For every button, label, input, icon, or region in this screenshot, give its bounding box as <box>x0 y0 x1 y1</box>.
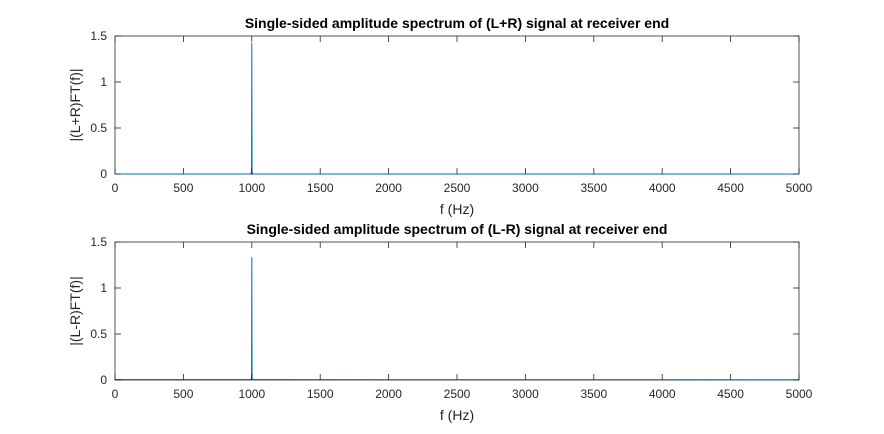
x-axis-label: f (Hz) <box>440 407 474 423</box>
chart-title: Single-sided amplitude spectrum of (L+R)… <box>245 15 669 31</box>
x-tick-label: 3000 <box>512 387 539 401</box>
x-tick-label: 2500 <box>444 387 471 401</box>
y-tick-label: 0 <box>100 167 107 181</box>
x-tick-label: 0 <box>112 181 119 195</box>
x-tick-label: 2500 <box>444 181 471 195</box>
x-axis-label: f (Hz) <box>440 201 474 217</box>
axes-box <box>114 35 800 175</box>
y-tick-label: 0.5 <box>90 121 107 135</box>
spectrum-line <box>115 42 799 175</box>
x-tick-label: 3000 <box>512 181 539 195</box>
subplot-2: 0 500 1000 1500 2000 2500 3000 3500 4000 4500 5000… <box>67 221 813 423</box>
axes-box <box>114 241 800 381</box>
x-tick-label: 1000 <box>238 387 265 401</box>
y-axis-label: |(L-R)FT(f)| <box>67 276 83 345</box>
y-tick-label: 1 <box>100 281 107 295</box>
x-tick-label: 3500 <box>580 181 607 195</box>
x-tick-label: 4000 <box>649 181 676 195</box>
subplot-1: 0 500 1000 1500 2000 2500 3000 3500 4000 4500 5000… <box>67 15 813 217</box>
x-tick-label: 500 <box>173 181 193 195</box>
x-tick-label: 2000 <box>375 181 402 195</box>
y-tick-label: 0.5 <box>90 327 107 341</box>
x-tick-label: 1500 <box>307 181 334 195</box>
y-axis-label: |(L+R)FT(f)| <box>67 69 83 142</box>
x-tick-label: 4500 <box>717 387 744 401</box>
x-tick-label: 1000 <box>238 181 265 195</box>
x-tick-label: 500 <box>173 387 193 401</box>
chart-title: Single-sided amplitude spectrum of (L-R)… <box>247 221 668 237</box>
spectrum-line <box>115 257 800 381</box>
x-tick-label: 4000 <box>649 387 676 401</box>
x-tick-label: 2000 <box>375 387 402 401</box>
y-tick-label: 1.5 <box>90 29 107 43</box>
x-tick-label: 4500 <box>717 181 744 195</box>
x-tick-label: 1500 <box>307 387 334 401</box>
y-tick-label: 1.5 <box>90 235 107 249</box>
x-tick-label: 5000 <box>786 387 813 401</box>
y-tick-label: 0 <box>100 373 107 387</box>
x-tick-label: 5000 <box>786 181 813 195</box>
y-tick-label: 1 <box>100 75 107 89</box>
x-tick-label: 3500 <box>580 387 607 401</box>
x-tick-label: 0 <box>112 387 119 401</box>
